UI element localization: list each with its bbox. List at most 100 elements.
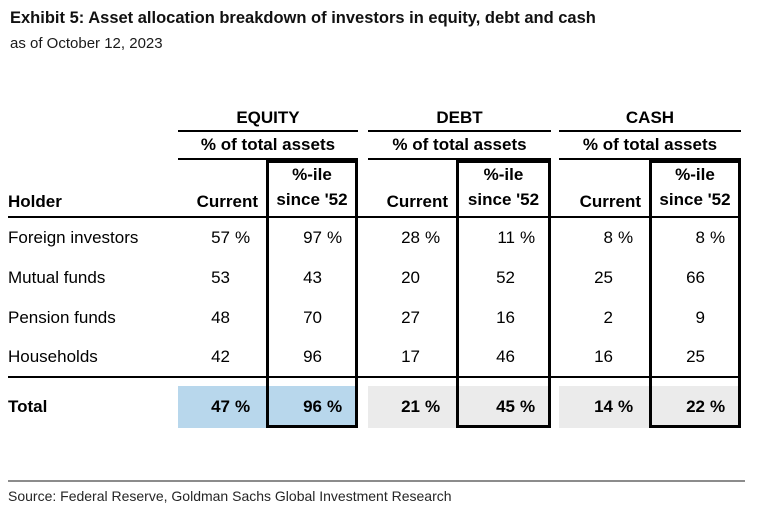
cell-mutual-funds-cash-percentile: 66: [649, 258, 741, 298]
value-unit: %: [710, 397, 726, 416]
spacer: [551, 160, 559, 218]
spacer: [358, 160, 368, 218]
section-header-debt: DEBT: [368, 106, 551, 132]
value-number: 14: [594, 397, 613, 416]
value-number: 46: [496, 347, 515, 366]
value-unit: %: [327, 228, 343, 247]
spacer: [551, 132, 559, 160]
cell-mutual-funds-equity-current: 53: [178, 258, 266, 298]
spacer: [551, 218, 559, 258]
value-number: 20: [401, 268, 420, 287]
exhibit-title: Exhibit 5: Asset allocation breakdown of…: [10, 9, 596, 27]
cell-pension-funds-cash-current: 2: [559, 298, 649, 338]
percentile-label-line2: since '52: [659, 190, 731, 209]
section-header-cash: CASH: [559, 106, 741, 132]
spacer: [551, 258, 559, 298]
value-number: 28: [401, 228, 420, 247]
value-unit: %: [618, 228, 634, 247]
value-number: 8: [603, 228, 613, 247]
cell-households-equity-current: 42: [178, 338, 266, 378]
value-number: 66: [686, 268, 705, 287]
value-unit: %: [520, 397, 536, 416]
value-number: 17: [401, 347, 420, 366]
cell-pension-funds-cash-percentile: 9: [649, 298, 741, 338]
asset-allocation-table: EQUITY DEBT CASH % of total assets % of …: [8, 106, 741, 428]
spacer: [358, 386, 368, 428]
value-number: 25: [594, 268, 613, 287]
cell-mutual-funds-debt-current: 20: [368, 258, 456, 298]
column-header-debt-percentile: %-ile since '52: [456, 160, 551, 218]
section-header-equity: EQUITY: [178, 106, 358, 132]
value-number: 43: [303, 268, 322, 287]
percentile-label-line2: since '52: [467, 190, 540, 209]
source-text: Source: Federal Reserve, Goldman Sachs G…: [8, 488, 452, 504]
value-number: 27: [401, 308, 420, 327]
value-number: 42: [211, 347, 230, 366]
value-number: 22: [686, 397, 705, 416]
value-number: 16: [496, 308, 515, 327]
cell-mutual-funds-debt-percentile: 52: [456, 258, 551, 298]
spacer: [358, 338, 368, 378]
value-number: 2: [603, 308, 613, 327]
cell-mutual-funds-cash-current: 25: [559, 258, 649, 298]
column-header-equity-percentile: %-ile since '52: [266, 160, 358, 218]
source-divider-line: [8, 480, 745, 482]
section-subheader-equity: % of total assets: [178, 132, 358, 160]
row-label-pension-funds: Pension funds: [8, 308, 116, 327]
cell-foreign-investors-debt-current: 28%: [368, 218, 456, 258]
value-unit: %: [327, 397, 343, 416]
spacer: [358, 258, 368, 298]
section-subheader-cash: % of total assets: [559, 132, 741, 160]
value-number: 47: [211, 397, 230, 416]
cell-pension-funds-debt-percentile: 16: [456, 298, 551, 338]
value-number: 70: [303, 308, 322, 327]
cell-total-cash-percentile: 22%: [649, 386, 741, 428]
column-header-cash-current: Current: [559, 160, 649, 218]
value-number: 53: [211, 268, 230, 287]
row-label-foreign-investors: Foreign investors: [8, 228, 139, 247]
spacer: [551, 338, 559, 378]
column-header-holder: Holder: [8, 160, 178, 218]
exhibit-subtitle: as of October 12, 2023: [10, 35, 163, 52]
value-number: 11: [497, 228, 515, 247]
value-number: 8: [695, 228, 705, 247]
cell-foreign-investors-debt-percentile: 11%: [456, 218, 551, 258]
value-number: 25: [686, 347, 705, 366]
cell-foreign-investors-equity-current: 57%: [178, 218, 266, 258]
spacer: [358, 106, 368, 132]
spacer: [551, 106, 559, 132]
value-number: 9: [695, 308, 705, 327]
value-number: 52: [496, 268, 515, 287]
spacer: [8, 106, 178, 132]
value-unit: %: [520, 228, 536, 247]
cell-households-cash-current: 16: [559, 338, 649, 378]
cell-foreign-investors-cash-percentile: 8%: [649, 218, 741, 258]
table-grid: EQUITY DEBT CASH % of total assets % of …: [8, 106, 741, 428]
spacer: [551, 298, 559, 338]
column-header-cash-percentile: %-ile since '52: [649, 160, 741, 218]
spacer: [358, 132, 368, 160]
cell-households-cash-percentile: 25: [649, 338, 741, 378]
cell-total-equity-current: 47%: [178, 386, 266, 428]
value-unit: %: [425, 397, 441, 416]
value-number: 96: [303, 397, 322, 416]
value-number: 97: [303, 228, 322, 247]
cell-pension-funds-equity-percentile: 70: [266, 298, 358, 338]
spacer: [551, 386, 559, 428]
percentile-label-line1: %-ile: [292, 165, 332, 184]
section-subheader-debt: % of total assets: [368, 132, 551, 160]
cell-households-debt-percentile: 46: [456, 338, 551, 378]
value-number: 96: [303, 347, 322, 366]
spacer: [8, 378, 741, 386]
spacer: [8, 132, 178, 160]
percentile-label-line2: since '52: [276, 190, 348, 209]
column-header-debt-current: Current: [368, 160, 456, 218]
value-unit: %: [618, 397, 634, 416]
value-unit: %: [425, 228, 441, 247]
value-unit: %: [710, 228, 726, 247]
cell-total-equity-percentile: 96%: [266, 386, 358, 428]
percentile-label-line1: %-ile: [675, 165, 715, 184]
value-number: 45: [496, 397, 515, 416]
cell-total-debt-percentile: 45%: [456, 386, 551, 428]
